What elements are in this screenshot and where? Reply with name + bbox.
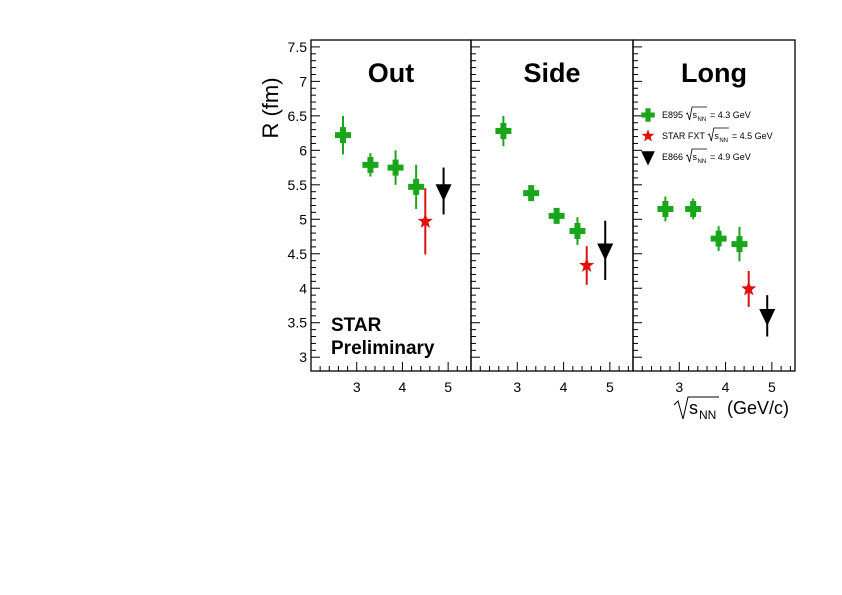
y-tick-label: 3	[299, 349, 307, 365]
x-tick-label: 3	[675, 379, 683, 395]
legend-sqrt-s: s	[714, 131, 719, 141]
legend-sqrt-symbol	[685, 106, 708, 121]
panel-frame	[470, 39, 634, 372]
legend-marker	[641, 129, 655, 142]
x-axis-label: s NN (GeV/c)	[673, 396, 789, 422]
series-e866	[597, 220, 614, 280]
x-tick-label: 4	[722, 379, 730, 395]
y-tick-label: 4	[299, 280, 307, 296]
y-tick-label: 4.5	[288, 246, 308, 262]
data-point	[657, 200, 674, 217]
y-axis-label: R (fm)	[258, 77, 283, 138]
legend-label: STAR FXT	[662, 131, 705, 141]
legend-sqrt-s: s	[693, 110, 698, 120]
legend-label: E866	[662, 152, 683, 162]
legend-energy: = 4.9 GeV	[710, 152, 751, 162]
legend-sqrt-sub: NN	[719, 138, 728, 144]
x-tick-label: 3	[513, 379, 521, 395]
y-tick-label: 5	[299, 211, 307, 227]
data-point	[597, 243, 614, 261]
data-point	[387, 159, 404, 176]
y-tick-label: 7	[299, 73, 307, 89]
legend-marker	[641, 151, 655, 166]
x-tick-label: 3	[353, 379, 361, 395]
panel-side: Side 3 4 5	[470, 39, 634, 395]
preliminary-label: Preliminary	[331, 338, 435, 359]
legend-entry: E895 s NN = 4.3 GeV	[641, 106, 751, 123]
data-point	[335, 127, 351, 144]
series-e895	[335, 115, 425, 209]
panel-title: Side	[523, 58, 580, 88]
data-point	[523, 185, 540, 202]
y-tick-label: 6.5	[288, 108, 308, 124]
x-tick-label: 5	[768, 379, 776, 395]
data-point	[548, 207, 565, 224]
legend-sqrt-s: s	[693, 152, 698, 162]
series-e866	[759, 295, 776, 337]
legend-entry: E866 s NN = 4.9 GeV	[641, 148, 751, 166]
x-tick-label: 4	[399, 379, 407, 395]
panel-out: Out 3 3.5 4 4.5 5 5.5 6 6.5 7 7.5 3 4 5	[288, 39, 472, 395]
x-tick-label: 5	[606, 379, 614, 395]
legend-entry: STAR FXT s NN = 4.5 GeV	[641, 127, 773, 144]
legend-energy: = 4.3 GeV	[710, 110, 751, 120]
series-e895	[657, 196, 748, 262]
series-star-fxt	[579, 246, 595, 285]
legend-sqrt-sub: NN	[698, 117, 707, 123]
data-point	[731, 236, 748, 253]
x-tick-label: 5	[444, 379, 452, 395]
panel-title: Long	[681, 58, 747, 88]
x-tick-label: 4	[560, 379, 568, 395]
data-point	[435, 184, 452, 202]
series-e866	[435, 167, 452, 215]
data-point	[417, 213, 433, 228]
legend-marker	[641, 108, 655, 122]
data-point	[362, 156, 379, 173]
panel-frame	[632, 39, 796, 372]
y-tick-label: 7.5	[288, 39, 308, 55]
x-axis-label-unit: (GeV/c)	[727, 398, 789, 418]
data-point	[408, 178, 425, 195]
data-point	[710, 230, 727, 247]
legend-energy: = 4.5 GeV	[732, 131, 773, 141]
panel-title: Out	[368, 58, 415, 88]
legend-label: E895	[662, 110, 683, 120]
data-point	[741, 280, 757, 296]
legend-sqrt-symbol	[685, 148, 708, 163]
sqrt-symbol	[673, 396, 719, 420]
y-tick-label: 5.5	[288, 177, 308, 193]
data-point	[579, 257, 595, 272]
series-star-fxt	[417, 188, 433, 255]
x-axis-label-sub: NN	[699, 408, 716, 422]
data-point	[685, 200, 702, 217]
data-point	[759, 309, 776, 327]
legend-sqrt-symbol	[707, 127, 729, 142]
y-tick-label: 3.5	[288, 315, 308, 331]
series-star-fxt	[741, 271, 757, 307]
panel-long: Long 3 4 5	[632, 39, 796, 395]
y-tick-label: 6	[299, 142, 307, 158]
series-e895	[495, 115, 586, 245]
data-point	[495, 123, 512, 140]
x-axis-label-s: s	[689, 398, 698, 418]
data-point	[569, 223, 586, 240]
star-label: STAR	[331, 315, 382, 336]
panels: Out 3 3.5 4 4.5 5 5.5 6 6.5 7 7.5 3 4 5 Side 3 4 5 Long 3 4 5	[288, 39, 796, 395]
legend-sqrt-sub: NN	[698, 159, 707, 165]
